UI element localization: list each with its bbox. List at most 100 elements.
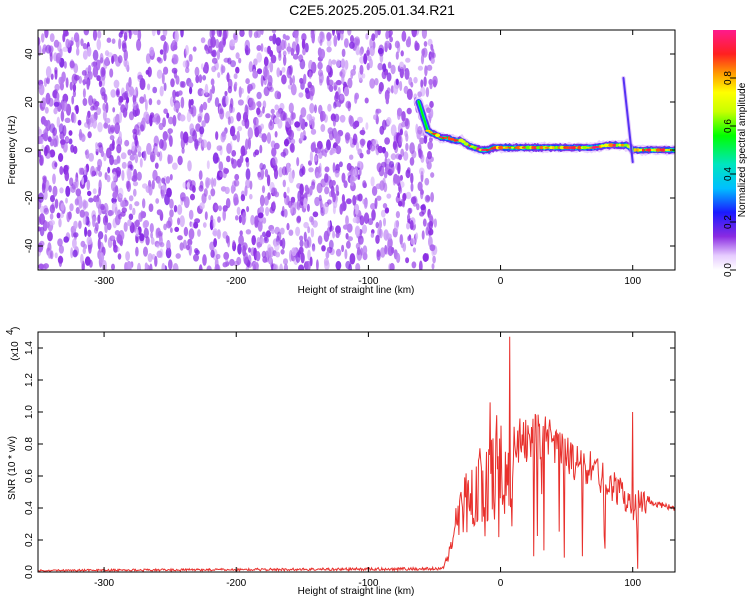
heatmap-cell (197, 115, 202, 123)
heatmap-cell (430, 192, 434, 203)
heatmap-cell (206, 141, 212, 151)
heatmap-cell (449, 137, 455, 141)
heatmap-cell (321, 245, 326, 252)
heatmap-cell (211, 177, 214, 189)
heatmap-cell (272, 200, 276, 210)
heatmap-cell (232, 134, 237, 141)
heatmap-cell (151, 179, 155, 190)
heatmap-cell (362, 252, 368, 261)
heatmap-cell (339, 114, 346, 123)
heatmap-cell (41, 144, 45, 152)
heatmap-cell (405, 169, 411, 179)
heatmap-cell (324, 147, 329, 153)
heatmap-cell (288, 229, 294, 236)
heatmap-cell (198, 170, 203, 181)
heatmap-cell (197, 229, 201, 237)
heatmap-cell (428, 220, 434, 230)
heatmap-cell (349, 41, 355, 49)
heatmap-cell (389, 36, 393, 43)
heatmap-cell (230, 184, 235, 194)
heatmap-cell (52, 89, 58, 99)
heatmap-cell (47, 136, 52, 143)
heatmap-cell (352, 168, 358, 178)
heatmap-cell (156, 209, 163, 216)
heatmap-cell (324, 186, 330, 195)
heatmap-cell (135, 145, 142, 153)
heatmap-cell (425, 87, 430, 98)
heatmap-cell (80, 253, 84, 265)
heatmap-cell (400, 242, 404, 249)
heatmap-cell (382, 177, 386, 189)
heatmap-cell (146, 142, 152, 155)
heatmap-cell (407, 207, 412, 215)
heatmap-cell (125, 251, 130, 262)
heatmap-cell (59, 187, 64, 194)
heatmap-cell (66, 39, 71, 48)
heatmap-cell (256, 107, 261, 115)
heatmap-cell (382, 63, 387, 73)
heatmap-cell (236, 130, 240, 143)
heatmap-cell (188, 228, 195, 240)
heatmap-cell (594, 146, 600, 148)
y-tick-label: -20 (24, 190, 35, 205)
heatmap-cell (308, 70, 312, 80)
heatmap-cell (235, 52, 240, 59)
heatmap-cell (182, 182, 187, 189)
heatmap-cell (161, 139, 167, 151)
heatmap-cell (395, 78, 399, 86)
heatmap-cell (49, 123, 56, 134)
heatmap-cell (181, 147, 185, 154)
heatmap-cell (245, 266, 249, 270)
heatmap-cell (170, 78, 175, 88)
heatmap-cell (105, 117, 111, 124)
heatmap-cell (125, 60, 130, 71)
heatmap-cell (128, 111, 135, 121)
heatmap-cell (145, 69, 150, 75)
heatmap-cell (82, 88, 86, 99)
heatmap-cell (82, 215, 87, 225)
heatmap-cell (105, 102, 109, 114)
heatmap-cell (155, 198, 160, 204)
heatmap-cell (45, 78, 50, 84)
heatmap-cell (111, 38, 116, 44)
heatmap-cell (373, 114, 377, 120)
heatmap-cell (239, 155, 244, 164)
heatmap-cell (202, 75, 207, 81)
heatmap-cell (350, 72, 354, 79)
heatmap-cell (103, 202, 109, 215)
heatmap-cell (349, 137, 353, 145)
heatmap-cell (247, 85, 251, 94)
heatmap-cell (357, 193, 363, 202)
heatmap-cell (288, 129, 294, 140)
heatmap-cell (521, 146, 527, 149)
heatmap-cell (78, 132, 85, 138)
heatmap-cell (61, 71, 66, 83)
heatmap-cell (410, 172, 414, 184)
heatmap-cell (187, 238, 193, 246)
heatmap-cell (166, 240, 171, 249)
heatmap-cell (192, 130, 198, 142)
heatmap-cell (175, 253, 181, 259)
heatmap-cell (87, 64, 92, 73)
heatmap-cell (129, 203, 133, 211)
heatmap-cell (317, 61, 323, 70)
heatmap-cell (309, 151, 313, 163)
snr-multiplier-close: ) (10, 327, 21, 330)
heatmap-cell (308, 167, 314, 173)
heatmap-cell (287, 42, 291, 55)
heatmap-cell (253, 264, 256, 270)
heatmap-cell (296, 216, 301, 224)
heatmap-cell (212, 152, 219, 164)
heatmap-cell (430, 172, 435, 178)
heatmap-cell (188, 54, 193, 62)
heatmap-cell (577, 145, 582, 150)
heatmap-cell (112, 191, 118, 199)
heatmap-cell (341, 48, 346, 58)
heatmap-cell (159, 242, 165, 248)
heatmap-cell (69, 203, 74, 212)
heatmap-cell (207, 97, 211, 104)
heatmap-cell (68, 211, 72, 220)
heatmap-cell (419, 167, 425, 176)
heatmap-cell (280, 249, 285, 255)
heatmap-cell (334, 94, 339, 102)
